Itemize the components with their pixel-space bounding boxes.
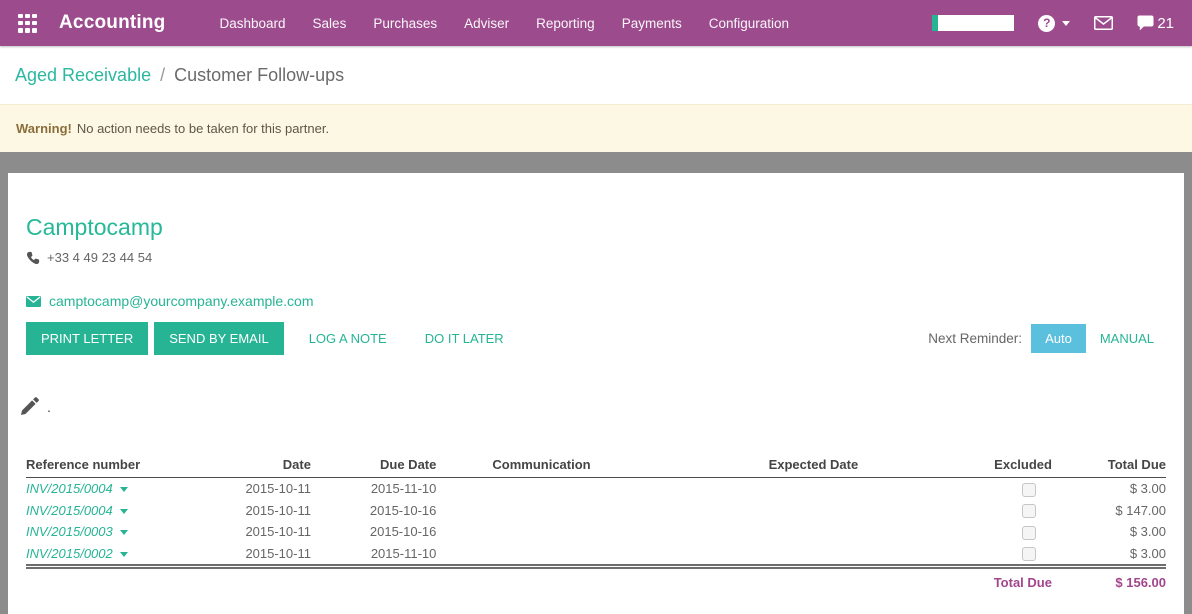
expected-date-cell [687, 543, 858, 567]
communication-cell [436, 521, 687, 543]
total-due-cell: $ 3.00 [1129, 481, 1166, 497]
due-date-cell: 2015-11-10 [370, 545, 437, 561]
note-text: . [47, 399, 51, 415]
pencil-icon [21, 397, 39, 415]
excluded-checkbox[interactable] [1021, 482, 1036, 497]
actions-toolbar: PRINT LETTER SEND BY EMAIL LOG A NOTE DO… [26, 322, 1166, 355]
do-it-later-button[interactable]: DO IT LATER [406, 322, 523, 355]
col-expected-date: Expected Date [687, 455, 859, 478]
chevron-down-icon[interactable] [119, 508, 128, 514]
app-title: Accounting [59, 12, 166, 33]
send-by-email-button[interactable]: SEND BY EMAIL [154, 322, 284, 355]
col-reference-number: Reference number [26, 455, 209, 478]
main-menu: Dashboard Sales Purchases Adviser Report… [220, 16, 790, 31]
table-row: INV/2015/0003 2015-10-11 2015-10-16 $ 3.… [26, 521, 1166, 543]
note-editor[interactable]: . [21, 397, 1166, 415]
customer-email-link[interactable]: camptocamp@yourcompany.example.com [49, 293, 314, 309]
total-due-label: Total Due [993, 575, 1052, 591]
table-row: INV/2015/0004 2015-10-11 2015-11-10 $ 3.… [26, 478, 1166, 500]
due-date-cell: 2015-10-16 [369, 524, 437, 540]
col-due-date: Due Date [310, 455, 437, 478]
expected-date-cell [687, 500, 858, 522]
menu-item-sales[interactable]: Sales [312, 15, 347, 31]
col-communication: Communication [436, 455, 688, 478]
chevron-down-icon [1062, 20, 1071, 26]
warning-banner: Warning! No action needs to be taken for… [0, 104, 1192, 152]
followup-table: Reference number Date Due Date Communica… [26, 455, 1166, 593]
menu-item-payments[interactable]: Payments [621, 15, 682, 31]
chat-counter[interactable]: 21 [1137, 15, 1174, 32]
user-accent-bar [932, 15, 939, 31]
log-a-note-button[interactable]: LOG A NOTE [290, 322, 406, 355]
help-icon: ? [1038, 14, 1056, 32]
invoice-link[interactable]: INV/2015/0004 [26, 481, 113, 497]
followup-card: Camptocamp +33 4 49 23 44 54 camptocamp@… [8, 173, 1184, 614]
manual-reminder-button[interactable]: MANUAL [1100, 324, 1154, 353]
breadcrumb-current: Customer Follow-ups [174, 64, 345, 85]
breadcrumb-separator: / [160, 64, 166, 85]
invoice-link[interactable]: INV/2015/0004 [26, 502, 113, 518]
customer-name: Camptocamp [26, 214, 163, 240]
total-row: Total Due $ 156.00 [26, 569, 1166, 593]
warning-title: Warning! [16, 121, 72, 136]
excluded-checkbox[interactable] [1021, 504, 1036, 519]
col-excluded: Excluded [858, 455, 1052, 478]
total-due-cell: $ 3.00 [1129, 524, 1166, 540]
table-row: INV/2015/0002 2015-10-11 2015-11-10 $ 3.… [26, 543, 1166, 567]
print-letter-button[interactable]: PRINT LETTER [26, 322, 149, 355]
messages-envelope-icon[interactable] [1094, 16, 1114, 30]
due-date-cell: 2015-10-16 [369, 502, 437, 518]
apps-grid-icon[interactable] [18, 13, 37, 33]
user-name-redacted [938, 15, 1015, 31]
auto-reminder-button[interactable]: Auto [1031, 324, 1086, 353]
menu-item-adviser[interactable]: Adviser [464, 15, 510, 31]
chevron-down-icon[interactable] [119, 530, 128, 536]
total-separator [26, 564, 1166, 571]
breadcrumb-parent-link[interactable]: Aged Receivable [15, 64, 152, 85]
menu-item-reporting[interactable]: Reporting [536, 15, 595, 31]
customer-phone-row: +33 4 49 23 44 54 [26, 250, 1166, 265]
invoice-link[interactable]: INV/2015/0002 [26, 545, 113, 561]
col-date: Date [208, 455, 311, 478]
total-due-cell: $ 147.00 [1115, 502, 1166, 518]
expected-date-cell [687, 521, 858, 543]
chevron-down-icon[interactable] [119, 552, 128, 558]
page-background: Camptocamp +33 4 49 23 44 54 camptocamp@… [0, 152, 1192, 614]
chevron-down-icon[interactable] [119, 487, 128, 493]
communication-cell [436, 543, 687, 567]
due-date-cell: 2015-11-10 [370, 481, 437, 497]
total-due-cell: $ 3.00 [1129, 545, 1166, 561]
chat-count: 21 [1157, 14, 1174, 32]
communication-cell [436, 500, 687, 522]
date-cell: 2015-10-11 [245, 524, 311, 540]
phone-icon [27, 251, 40, 264]
col-total-due: Total Due [1051, 455, 1166, 478]
total-due-value: $ 156.00 [1115, 575, 1166, 591]
customer-phone: +33 4 49 23 44 54 [47, 250, 153, 265]
date-cell: 2015-10-11 [245, 545, 311, 561]
excluded-checkbox[interactable] [1021, 525, 1036, 540]
menu-item-purchases[interactable]: Purchases [373, 15, 438, 31]
date-cell: 2015-10-11 [245, 481, 311, 497]
menu-item-configuration[interactable]: Configuration [708, 15, 790, 31]
excluded-checkbox[interactable] [1021, 547, 1036, 562]
customer-email-row: camptocamp@yourcompany.example.com [26, 293, 1166, 309]
user-menu[interactable] [932, 15, 1015, 31]
invoice-link[interactable]: INV/2015/0003 [26, 524, 113, 540]
next-reminder-label: Next Reminder: [928, 331, 1023, 346]
chat-bubble-icon [1137, 15, 1154, 31]
table-row: INV/2015/0004 2015-10-11 2015-10-16 $ 14… [26, 500, 1166, 522]
date-cell: 2015-10-11 [245, 502, 311, 518]
menu-item-dashboard[interactable]: Dashboard [219, 15, 286, 31]
breadcrumb: Aged Receivable / Customer Follow-ups [0, 46, 1192, 104]
warning-message: No action needs to be taken for this par… [76, 121, 330, 136]
expected-date-cell [687, 478, 858, 500]
email-envelope-icon [26, 295, 41, 307]
help-menu[interactable]: ? [1038, 14, 1071, 32]
communication-cell [436, 478, 687, 500]
top-navbar: Accounting Dashboard Sales Purchases Adv… [0, 0, 1192, 46]
table-header-row: Reference number Date Due Date Communica… [26, 455, 1166, 478]
